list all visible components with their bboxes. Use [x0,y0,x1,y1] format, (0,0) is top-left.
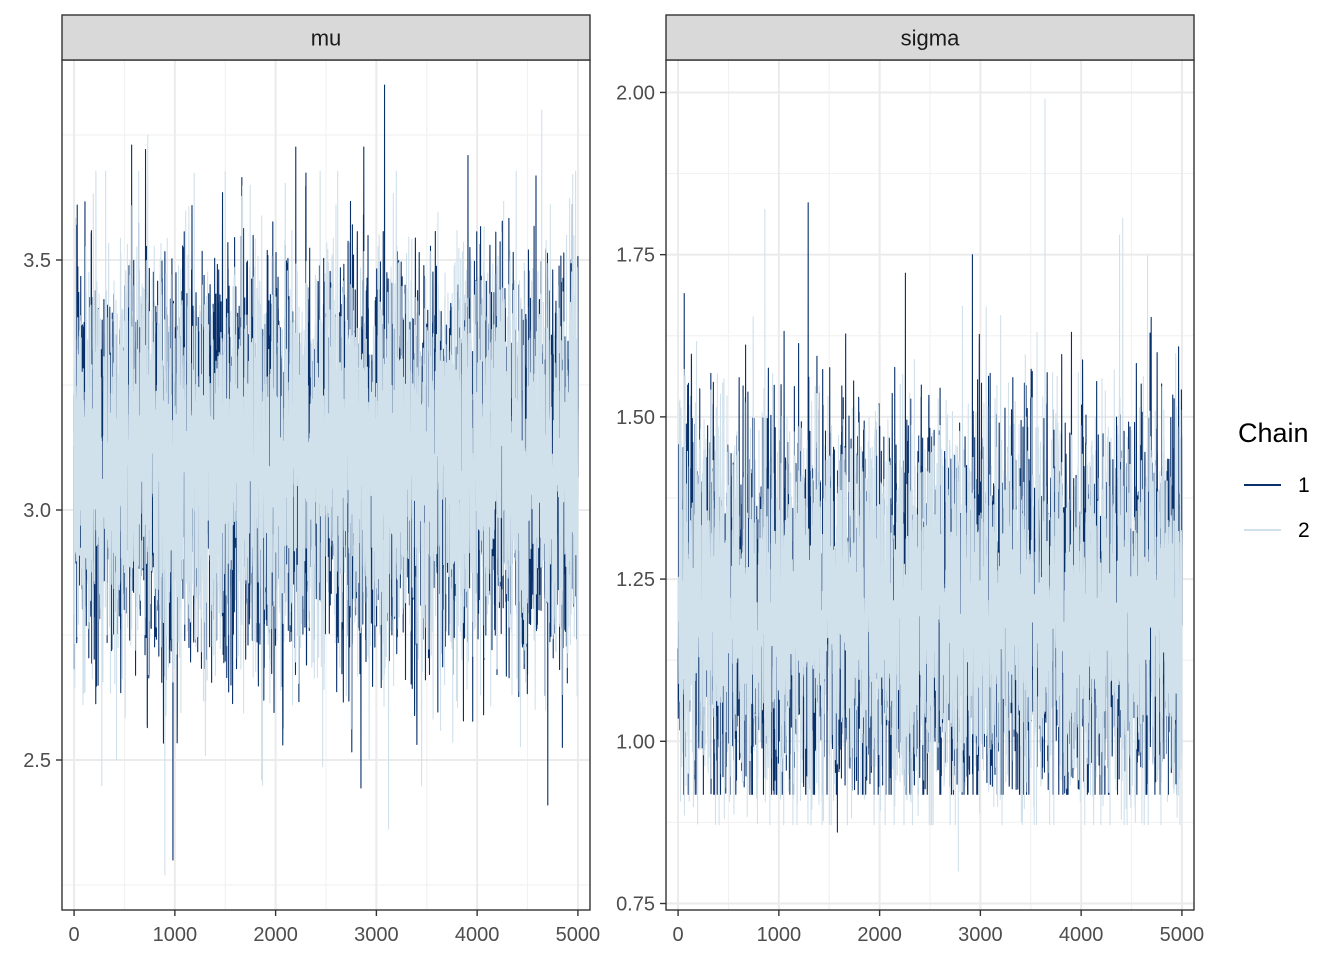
y-tick-label: 1.75 [616,245,655,267]
legend-label: 2 [1298,519,1310,542]
x-tick-label: 3000 [958,924,1003,946]
y-tick-label: 1.00 [616,731,655,753]
x-tick-label: 0 [673,924,684,946]
panel-mu: mu 0 1000 2000 3000 4000 5000 2.5 3.0 3.5 [23,14,601,946]
facet-strip-label: sigma [901,26,960,51]
facet-strip [61,14,591,61]
y-tick-label: 0.75 [616,894,655,916]
y-tick-label: 1.25 [616,569,655,591]
legend: Chain 1 2 [1238,418,1310,542]
x-tick-label: 4000 [1059,924,1104,946]
panel-sigma: sigma 0 1000 2000 3000 4000 5000 0.75 1.00 1.25 1.… [616,14,1205,946]
x-tick-label: 5000 [1160,924,1205,946]
y-tick-label: 2.00 [616,82,655,104]
facet-strip [665,14,1195,61]
x-tick-label: 0 [69,924,80,946]
x-tick-label: 1000 [153,924,198,946]
x-tick-label: 2000 [253,924,298,946]
x-tick-label: 2000 [857,924,902,946]
series-line-chain-2 [73,109,579,876]
x-tick-label: 4000 [455,924,500,946]
y-tick-label: 3.5 [23,250,51,272]
x-tick-label: 5000 [556,924,601,946]
legend-label: 1 [1298,474,1310,497]
facet-strip-label: mu [311,26,342,51]
y-tick-label: 3.0 [23,500,51,522]
y-tick-label: 1.50 [616,407,655,429]
x-tick-label: 1000 [757,924,802,946]
series-line-chain-2 [677,98,1183,872]
legend-title: Chain [1238,418,1309,448]
x-tick-label: 3000 [354,924,399,946]
y-tick-label: 2.5 [23,750,51,772]
